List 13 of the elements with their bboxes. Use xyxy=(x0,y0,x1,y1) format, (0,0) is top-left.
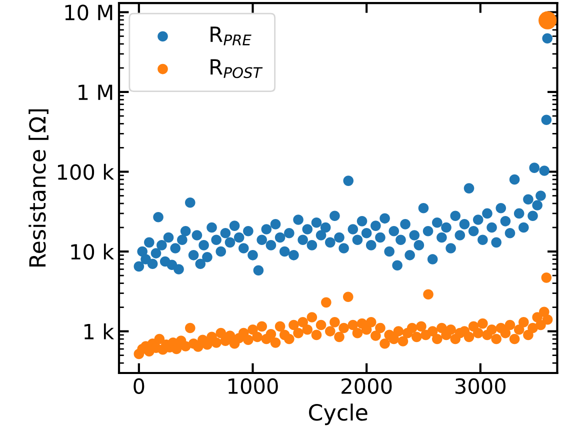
x-axis-title: Cycle xyxy=(308,404,368,426)
y-tick-label: 100 k xyxy=(58,164,114,180)
y-axis-title: Resistance [Ω] xyxy=(28,109,48,266)
y-tick-label: 10 M xyxy=(65,4,112,20)
legend-label: R$_{PRE}$ xyxy=(210,26,252,46)
y-tick-label: 1 k xyxy=(84,323,114,340)
legend-label: R$_{POST}$ xyxy=(210,59,263,78)
y-tick-label: 10 k xyxy=(71,244,114,260)
x-tick-label: 3000 xyxy=(455,378,506,394)
x-tick-label: 2000 xyxy=(342,378,392,394)
x-tick-label: 0 xyxy=(134,378,144,394)
x-tick-label: 1000 xyxy=(228,378,278,394)
y-tick-label: 1 M xyxy=(78,84,112,100)
